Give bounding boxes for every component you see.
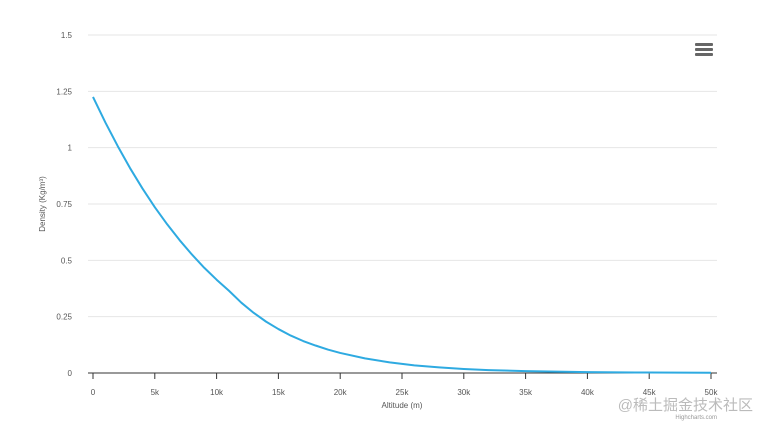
y-tick-label: 1 [68, 144, 73, 153]
line [92, 96, 712, 374]
y-tick-label: 0.5 [61, 256, 73, 265]
y-tick-label: 1.25 [56, 87, 72, 96]
x-tick-label: 10k [210, 388, 224, 397]
watermark: @稀土掘金技术社区 [618, 397, 753, 414]
x-tick-label: 5k [151, 388, 160, 397]
x-tick-label: 50k [705, 388, 719, 397]
x-tick-label: 15k [272, 388, 286, 397]
x-tick-label: 45k [643, 388, 657, 397]
y-tick-label: 0.75 [56, 200, 72, 209]
menu-bar[interactable] [695, 43, 713, 46]
credits: Highcharts.com [675, 415, 717, 421]
y-tick-label: 0 [68, 369, 73, 378]
x-tick-label: 25k [396, 388, 410, 397]
x-tick-label: 30k [457, 388, 471, 397]
x-tick-label: 0 [91, 388, 96, 397]
y-tick-label: 1.5 [61, 31, 73, 40]
x-tick-label: 20k [334, 388, 348, 397]
x-axis-title: Altitude (m) [382, 401, 423, 410]
menu-bar[interactable] [695, 53, 713, 56]
y-axis-title: Density (Kg/m³) [38, 176, 47, 232]
x-tick-label: 40k [581, 388, 595, 397]
x-tick-label: 35k [519, 388, 533, 397]
menu-bar[interactable] [695, 48, 713, 51]
menu-button[interactable] [695, 43, 713, 56]
y-tick-label: 0.25 [56, 313, 72, 322]
